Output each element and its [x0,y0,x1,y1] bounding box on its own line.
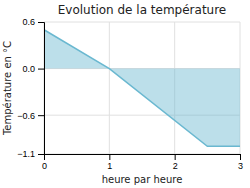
x-tick: 2 [173,154,178,171]
title: Evolution de la température [58,3,227,17]
y-tick-mark [38,22,44,23]
y-tick: −0.6 [17,111,44,121]
x-tick-label: 2 [173,161,178,171]
x-tick: 0 [42,154,47,171]
x-tick: 1 [107,154,112,171]
grid [44,22,240,154]
x-axis-title: heure par heure [102,174,183,185]
y-domain [38,23,45,155]
y-tick-label: −1.1 [17,149,35,159]
x-tick-label: 0 [42,161,47,171]
chart: 0 1 2 3 −1.1 −0.6 0.0 0.6 Evolution de la tempér… [0,0,250,188]
y-tick: 0.6 [22,17,44,27]
y-tick-label: 0.6 [22,17,35,27]
line [44,30,240,146]
y-tick-mark [38,69,44,70]
grid-line-y [44,22,240,23]
y-axis: −1.1 −0.6 0.0 0.6 [17,17,44,159]
x-axis: 0 1 2 3 [42,154,243,171]
y-tick-mark [38,115,44,116]
x-tick: 3 [238,154,243,171]
x-tick-label: 3 [238,161,243,171]
area [44,30,240,146]
plot: 0 1 2 3 −1.1 −0.6 0.0 0.6 [17,17,243,171]
grid-line-x [109,22,110,154]
y-tick: −1.1 [17,149,44,159]
y-tick: 0.0 [22,64,44,74]
marks [44,30,240,146]
y-tick-mark [38,154,44,155]
y-axis-title: Température en °C [2,41,13,136]
x-tick-label: 1 [107,161,112,171]
x-tick-mark [175,154,176,160]
x-tick-mark [109,154,110,160]
x-tick-mark [240,154,241,160]
y-tick-label: 0.0 [22,64,35,74]
y-tick-label: −0.6 [17,111,35,121]
x-domain [45,155,241,161]
